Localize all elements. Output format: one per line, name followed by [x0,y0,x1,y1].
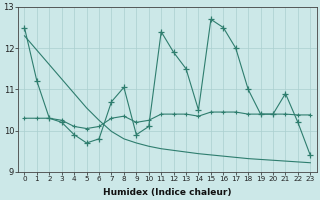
X-axis label: Humidex (Indice chaleur): Humidex (Indice chaleur) [103,188,232,197]
